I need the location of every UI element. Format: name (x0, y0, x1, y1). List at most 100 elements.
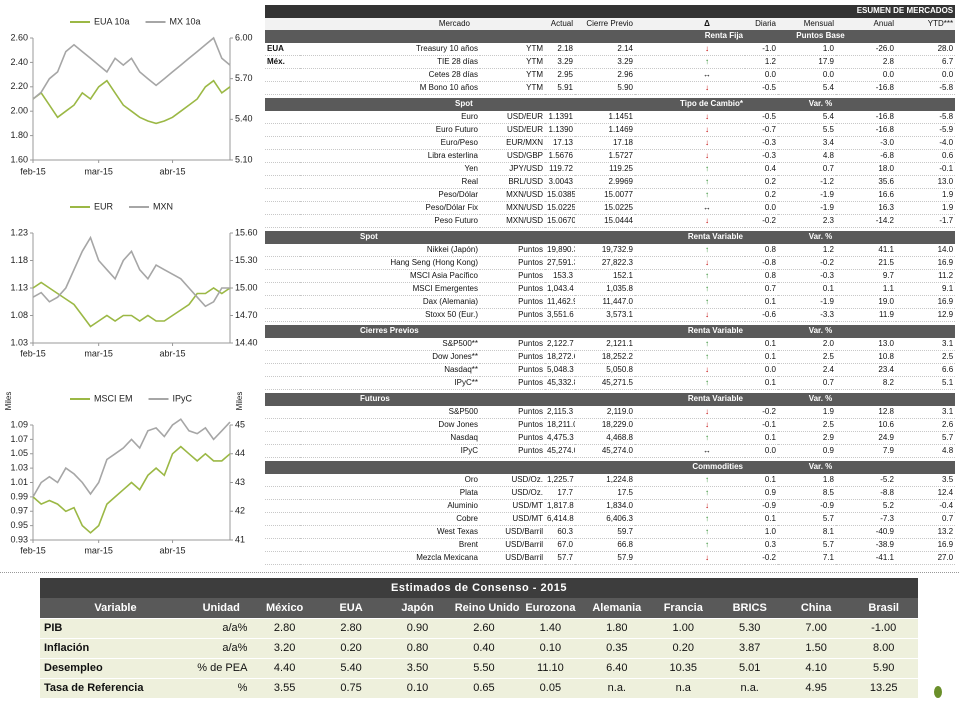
tick-label: 15.30 (235, 255, 258, 265)
tick-label: 0.93 (10, 534, 28, 544)
change-arrow: ↑ (635, 162, 745, 176)
change-arrow: ↓ (635, 123, 745, 137)
series-line (32, 79, 231, 125)
section-blank (896, 231, 956, 244)
cell: 5.90 (849, 657, 918, 678)
cell: 11.10 (517, 657, 584, 678)
cell: Euro Futuro (300, 123, 480, 137)
cell: Puntos (480, 363, 545, 377)
cell: -26.0 (836, 42, 896, 56)
cell: USD/Barril (480, 538, 545, 552)
tick-label: 1.13 (10, 282, 28, 292)
change-arrow: ↑ (635, 431, 745, 445)
data-row: IPyC**Puntos45,332.845,271.5↑0.10.78.25.… (265, 376, 956, 390)
cell: Peso Futuro (300, 214, 480, 228)
section-header: Renta Fija Puntos Base (265, 30, 956, 43)
section-header: Commodities Var. % (265, 461, 956, 474)
cell: 5,048.3 (545, 363, 575, 377)
cell: 7.1 (778, 551, 836, 565)
cell: 16.9 (896, 295, 956, 309)
cell: 3,551.6 (545, 308, 575, 322)
column-header: Brasil (849, 598, 918, 618)
data-row: Méx. TIE 28 días YTM 3.29 3.29 ↑ 1.2 17.9 2.8 6.7 (265, 55, 956, 69)
cell (265, 350, 300, 364)
tick-label: 1.80 (10, 130, 28, 140)
tick-label: 2.40 (10, 57, 28, 67)
cell: Puntos (480, 418, 545, 432)
column-header: Anual (836, 17, 896, 30)
column-header: Francia (650, 598, 717, 618)
legend-label: EUR (94, 201, 114, 211)
cell: 0.10 (384, 677, 451, 698)
cell (265, 486, 300, 500)
cell: 5.5 (778, 123, 836, 137)
cell: 1,817.8 (545, 499, 575, 513)
cell: -8.8 (836, 486, 896, 500)
series-line (32, 36, 231, 100)
cell: Treasury 10 años (300, 42, 480, 56)
cell (265, 538, 300, 552)
cell: 3,573.1 (575, 308, 635, 322)
series-line (32, 418, 231, 498)
cell (265, 418, 300, 432)
section-name: Renta Variable (687, 394, 743, 404)
cell (265, 81, 300, 95)
cell: YTM (480, 55, 545, 69)
tick-label: 1.03 (10, 463, 28, 473)
data-row: Nasdaq** Puntos 5,048.3 5,050.8 ↓ 0.0 2.4 23.4 6… (265, 363, 956, 377)
cell: Hang Seng (Hong Kong) (300, 256, 480, 270)
cell: 1.1391 (545, 110, 575, 124)
cell: -16.8 (836, 81, 896, 95)
cell: 1.40 (517, 617, 584, 638)
cell: 57.7 (545, 551, 575, 565)
section-label: Renta Fija (265, 30, 745, 43)
cell: 7.9 (836, 444, 896, 458)
cell: PIB (40, 617, 192, 638)
cell: 18,252.2 (575, 350, 635, 364)
cell: TIE 28 días (300, 55, 480, 69)
tick-label: 45 (235, 419, 245, 429)
market-summary: ESUMEN DE MERCADOS Mercado Actual Cierre Pr… (265, 5, 956, 565)
market-table: ESUMEN DE MERCADOS Mercado Actual Cierre Pr… (265, 5, 956, 565)
cell: 119.25 (575, 162, 635, 176)
section-blank (896, 393, 956, 406)
cell: n.a. (583, 677, 651, 698)
cell: USD/Oz. (480, 473, 545, 487)
cell: 15.0444 (575, 214, 635, 228)
cell (265, 188, 300, 202)
cell: 18,211.0 (545, 418, 575, 432)
change-arrow: ↓ (635, 42, 745, 56)
cell: % (191, 677, 252, 698)
cell: 5.90 (575, 81, 635, 95)
cell: 35.6 (836, 175, 896, 189)
cell: Dow Jones** (300, 350, 480, 364)
consensus-table: Estimados de Consenso - 2015 Variable Unid… (40, 578, 918, 698)
cell: 60.3 (545, 525, 575, 539)
cell: YTM (480, 68, 545, 82)
cell: Cetes 28 días (300, 68, 480, 82)
cell: -16.8 (836, 110, 896, 124)
tick-label: 1.03 (10, 337, 28, 347)
legend-label: MSCI EM (94, 393, 133, 403)
cell (265, 363, 300, 377)
cell: 5.7 (778, 538, 836, 552)
change-arrow: ↑ (635, 243, 745, 257)
x-tick-label: feb-15 (20, 348, 46, 358)
cell: Puntos (480, 308, 545, 322)
cell: 12.8 (836, 405, 896, 419)
cell: 15.0225 (575, 201, 635, 215)
cell: Plata (300, 486, 480, 500)
cell: -0.2 (778, 256, 836, 270)
section-name: Renta Variable (687, 326, 743, 336)
cell: Libra esterlina (300, 149, 480, 163)
column-header: Variable (40, 598, 192, 618)
cell: 2.18 (545, 42, 575, 56)
cell: 0.90 (384, 617, 451, 638)
cell: Peso/Dólar Fix (300, 201, 480, 215)
change-arrow: ↓ (635, 405, 745, 419)
cell: 5,050.8 (575, 363, 635, 377)
cell: Puntos (480, 405, 545, 419)
cell: -1.0 (745, 42, 778, 56)
cell (265, 123, 300, 137)
